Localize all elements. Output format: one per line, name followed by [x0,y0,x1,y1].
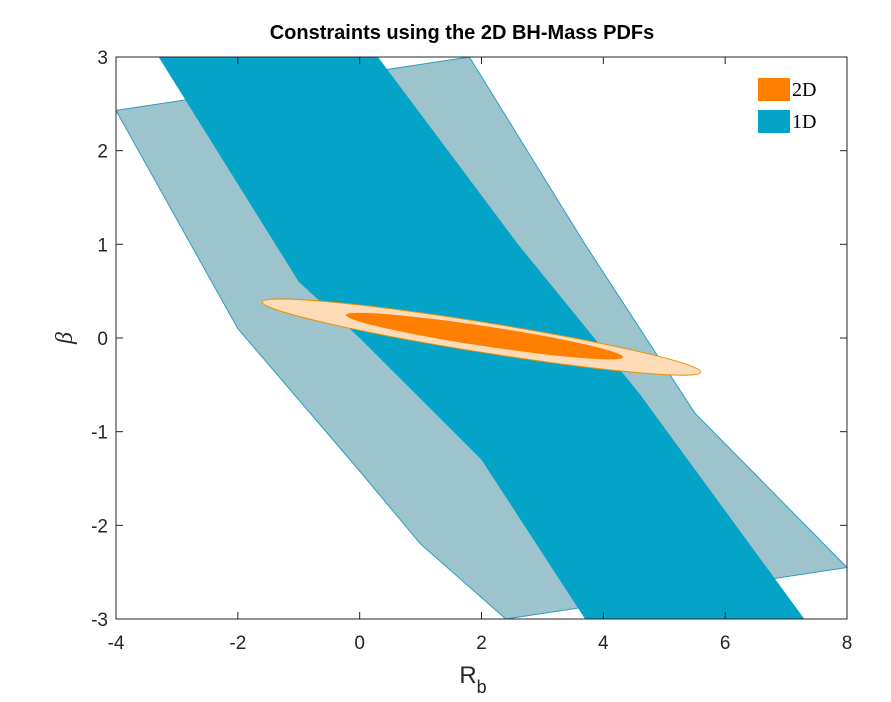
y-tick-label: 0 [97,329,108,350]
x-tick-label: -4 [108,633,125,654]
regions-layer [116,57,847,619]
x-tick-label: 6 [720,633,731,654]
y-axis-label: β [52,332,78,345]
legend-label-2d: 2D [792,79,816,101]
x-axis-label-subscript: b [477,677,487,697]
x-axis-label: Rb [459,662,486,697]
x-tick-label: 8 [842,633,853,654]
legend-label-1d: 1D [792,111,816,133]
y-tick-label: 2 [97,142,108,163]
legend-swatch-2d [758,78,790,101]
y-tick-label: -2 [91,516,108,537]
x-tick-label: 2 [476,633,487,654]
y-tick-label: -1 [91,423,108,444]
chart-title: Constraints using the 2D BH-Mass PDFs [270,22,655,44]
x-tick-label: -2 [229,633,246,654]
y-tick-label: 1 [97,235,108,256]
x-tick-label: 0 [354,633,365,654]
x-tick-label: 4 [598,633,609,654]
y-tick-label: -3 [91,610,108,631]
2d-region-inner [345,312,624,360]
axis-ticks: -4 -2 0 2 4 6 8 -3 -2 -1 0 1 2 3 [91,48,852,654]
y-tick-label: 3 [97,48,108,69]
legend-swatch-1d [758,110,790,133]
